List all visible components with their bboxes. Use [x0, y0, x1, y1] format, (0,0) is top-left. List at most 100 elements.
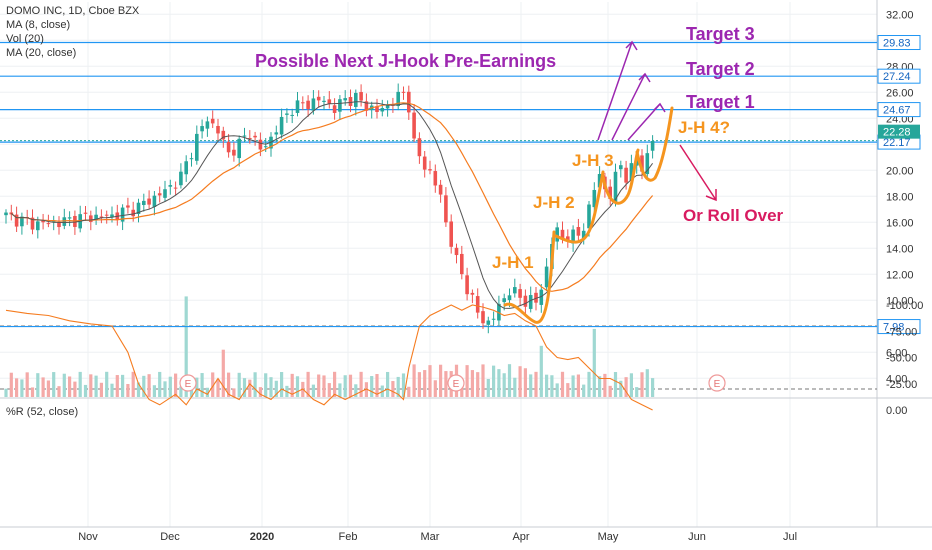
volume-bar [121, 374, 125, 397]
jhook-curve [554, 170, 605, 244]
time-tick-label: Jul [783, 531, 797, 543]
volume-bar [470, 370, 474, 397]
volume-bar [492, 365, 496, 397]
volume-bar [46, 380, 50, 397]
volume-bar [30, 387, 35, 397]
volume-bar [502, 373, 506, 397]
volume-bar [386, 371, 390, 397]
price-tick-label: 6.00 [886, 347, 907, 359]
candle-body [200, 126, 204, 132]
candle-body [189, 158, 194, 160]
candle-body [248, 137, 252, 139]
volume-bar [417, 372, 421, 397]
annotation-title: Possible Next J-Hook Pre-Earnings [255, 51, 556, 71]
target-arrow [597, 41, 633, 141]
volume-bar [444, 371, 448, 397]
volume-bar [370, 376, 374, 397]
earnings-marker [179, 374, 197, 392]
candle-body [364, 101, 369, 111]
volume-bar [221, 349, 225, 397]
candle-body [629, 163, 634, 181]
volume-bar [269, 377, 273, 397]
candle-body [327, 99, 332, 104]
candle-body [528, 295, 533, 309]
candle-body [4, 212, 8, 216]
candle-body [650, 140, 655, 151]
volume-bar [9, 372, 13, 397]
volume-bar [497, 369, 501, 397]
candle-body [142, 200, 146, 206]
candle-body [301, 102, 305, 104]
volume-bar [481, 364, 485, 397]
legend-symbol: DOMO INC, 1D, Cboe BZX [6, 5, 140, 17]
volume-bar [428, 365, 432, 397]
candle-body [470, 292, 475, 295]
volume-bar [264, 373, 268, 397]
wr-tick-label: -25.00 [886, 379, 917, 391]
volume-bar [20, 379, 24, 397]
price-level-tag-label: 22.17 [883, 137, 911, 149]
candle-body [285, 113, 289, 115]
candle-body [205, 121, 210, 129]
candle-body [295, 100, 300, 113]
wr-tick-label: 0.00 [886, 405, 907, 417]
volume-bar [375, 374, 379, 397]
volume-bar [237, 372, 241, 397]
volume-bar [280, 372, 284, 397]
volume-bar [115, 375, 119, 397]
legend-block: DOMO INC, 1D, Cboe BZX MA (8, close) Vol… [6, 4, 139, 60]
legend-ma20: MA (20, close) [6, 47, 77, 59]
volume-bar [99, 382, 103, 397]
time-tick-label: Jun [688, 531, 706, 543]
volume-bar [560, 371, 565, 397]
volume-bar [174, 373, 178, 397]
candle-body [444, 195, 448, 223]
candle-body [438, 184, 443, 195]
candle-body [99, 216, 104, 218]
volume-bar [529, 374, 533, 397]
volume-bar [78, 371, 82, 397]
volume-bar [571, 375, 575, 397]
volume-bar [391, 381, 395, 397]
volume-bar [582, 384, 586, 397]
candle-body [195, 133, 199, 161]
candle-body [94, 214, 98, 221]
volume-bar [25, 372, 29, 397]
candle-body [486, 320, 491, 325]
candle-body [354, 92, 358, 107]
volume-bar [73, 381, 77, 397]
price-tick-label: 14.00 [886, 243, 914, 255]
volume-bar [476, 372, 480, 397]
volume-bar [242, 378, 247, 397]
volume-bar [407, 386, 411, 397]
candle-body [253, 135, 257, 138]
volume-bar [184, 296, 188, 397]
price-tick-label: 18.00 [886, 191, 914, 203]
volume-bar [412, 364, 416, 397]
candle-body [226, 141, 231, 153]
volume-bar [507, 364, 512, 397]
volume-bar [311, 384, 315, 397]
earnings-marker [708, 374, 726, 392]
annotation-target1: Target 1 [686, 92, 755, 112]
volume-bar [651, 378, 655, 397]
last-price-tag-label: 22.28 [883, 127, 911, 139]
candle-body [491, 318, 496, 320]
volume-bar [105, 371, 109, 397]
candle-body [475, 296, 480, 313]
volume-bar [126, 383, 130, 397]
earnings-marker-label: E [185, 379, 192, 390]
candle-body [348, 97, 353, 106]
volume-bar [248, 379, 252, 397]
price-tick-label: 16.00 [886, 217, 914, 229]
volume-bar [4, 388, 8, 397]
candle-body [401, 91, 406, 93]
volume-bar [232, 388, 236, 397]
volume-bar [513, 377, 517, 397]
volume-bar [645, 369, 649, 397]
legend-vol: Vol (20) [6, 33, 44, 45]
volume-bar [439, 364, 443, 397]
candle-body [587, 204, 591, 229]
